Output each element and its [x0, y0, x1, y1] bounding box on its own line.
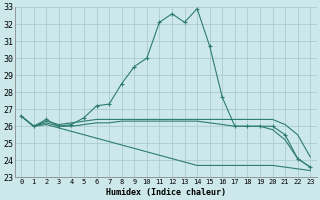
X-axis label: Humidex (Indice chaleur): Humidex (Indice chaleur): [106, 188, 226, 197]
